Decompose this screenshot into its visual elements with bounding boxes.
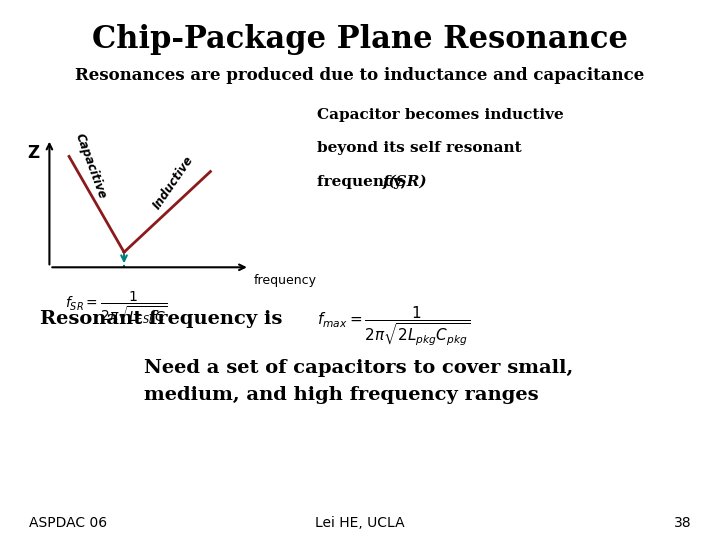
Text: Chip-Package Plane Resonance: Chip-Package Plane Resonance <box>92 24 628 55</box>
Text: $f_{max} = \dfrac{1}{2\pi\sqrt{2L_{pkg}C_{pkg}}}$: $f_{max} = \dfrac{1}{2\pi\sqrt{2L_{pkg}C… <box>317 305 471 348</box>
Text: beyond its self resonant: beyond its self resonant <box>317 141 521 156</box>
Text: frequency,: frequency, <box>317 175 411 189</box>
Text: $f_{SR} = \dfrac{1}{2\pi\sqrt{L_{ESL}C}}$: $f_{SR} = \dfrac{1}{2\pi\sqrt{L_{ESL}C}}… <box>65 290 167 327</box>
Text: Capacitive: Capacitive <box>73 131 109 200</box>
Text: Resonances are produced due to inductance and capacitance: Resonances are produced due to inductanc… <box>76 68 644 84</box>
Text: 38: 38 <box>674 516 691 530</box>
Text: Inductive: Inductive <box>150 153 196 212</box>
Text: Capacitor becomes inductive: Capacitor becomes inductive <box>317 108 564 122</box>
Text: f(SR): f(SR) <box>383 175 428 190</box>
Text: ASPDAC 06: ASPDAC 06 <box>29 516 107 530</box>
Text: Need a set of capacitors to cover small,
medium, and high frequency ranges: Need a set of capacitors to cover small,… <box>144 359 573 403</box>
Text: Lei HE, UCLA: Lei HE, UCLA <box>315 516 405 530</box>
Text: Z: Z <box>27 144 40 162</box>
Text: frequency: frequency <box>253 274 317 287</box>
Text: Resonant frequency is: Resonant frequency is <box>40 310 282 328</box>
